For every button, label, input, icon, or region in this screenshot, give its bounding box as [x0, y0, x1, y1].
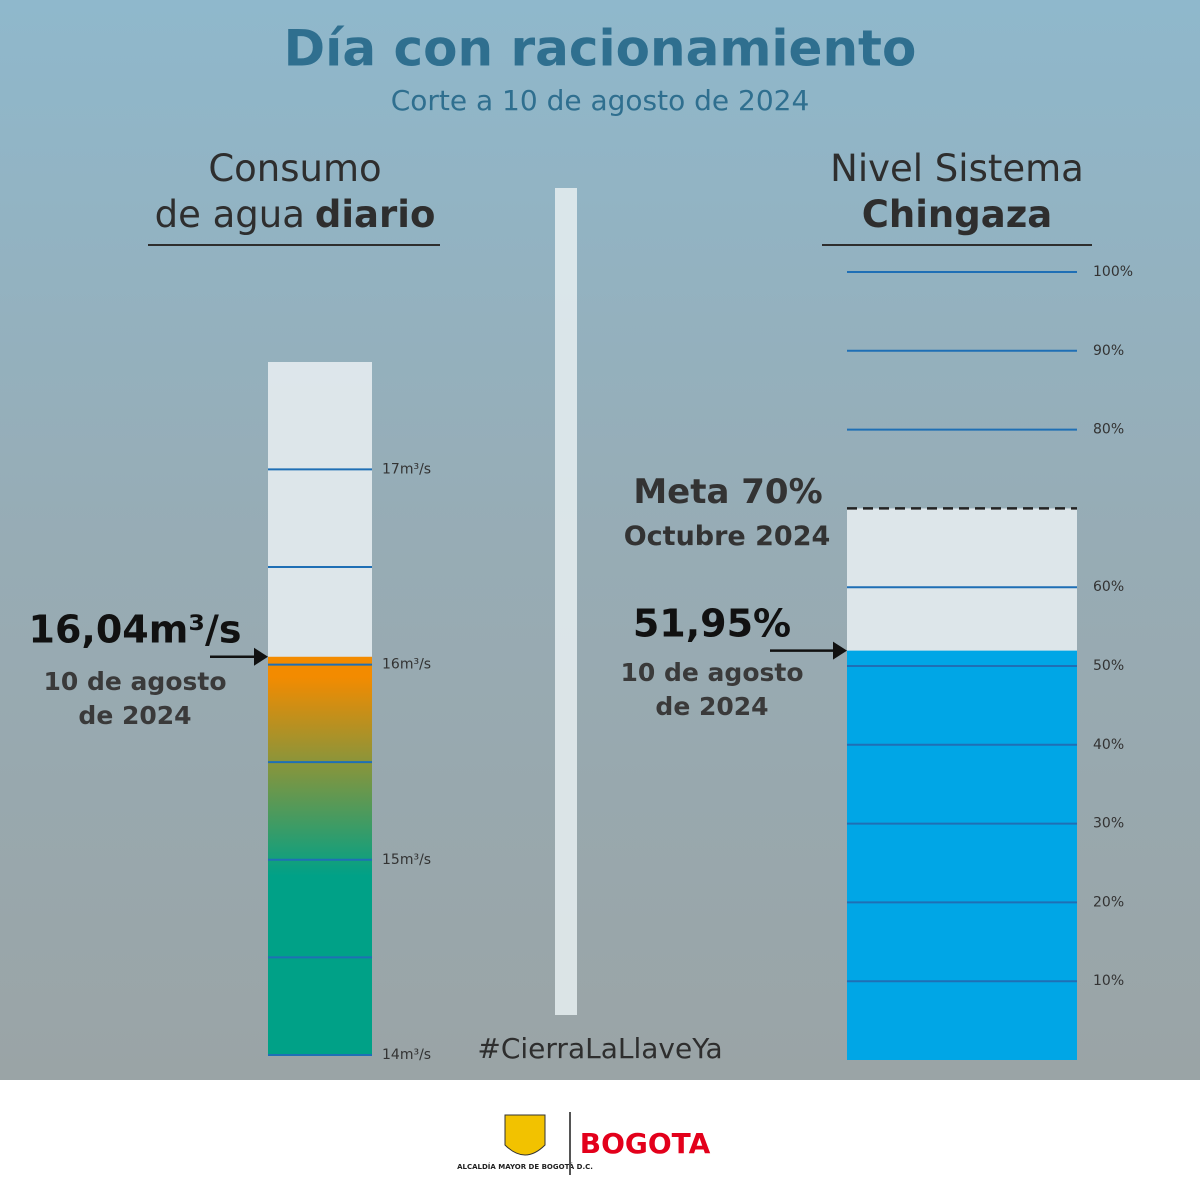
y-tick-label: 14m³/s [382, 1047, 431, 1063]
bar [268, 656, 372, 1055]
panel-title-part: de agua [155, 193, 305, 236]
y-tick-label: 40% [1093, 737, 1124, 753]
y-tick-label: 50% [1093, 658, 1124, 674]
panel-title-part: Chingaza [862, 193, 1052, 236]
y-tick-label: 20% [1093, 894, 1124, 910]
target-sublabel: Octubre 2024 [624, 521, 831, 552]
title: Día con racionamiento [284, 20, 917, 78]
y-tick-label: 16m³/s [382, 657, 431, 673]
annotation: 10 de agosto de 2024 [620, 658, 804, 721]
annotation: 10 de agosto de 2024 [43, 667, 227, 730]
brand: BOGOTA [580, 1127, 711, 1160]
panel-title-part: Nivel Sistema [830, 147, 1084, 190]
y-tick-label: 10% [1093, 973, 1124, 989]
y-tick-label: 80% [1093, 422, 1124, 438]
panel-title-part: diario [315, 193, 436, 236]
panel-title: Consumo de agua diario [155, 147, 436, 236]
y-tick-label: 17m³/s [382, 461, 431, 477]
panel-title: Nivel Sistema Chingaza [830, 147, 1084, 236]
value-label: 51,95% [633, 602, 791, 646]
y-tick-label: 100% [1093, 264, 1133, 280]
hashtag: #CierraLaLlaveYa [477, 1032, 722, 1065]
arrow-head [254, 647, 268, 666]
divider [555, 188, 577, 1015]
y-tick-label: 15m³/s [382, 852, 431, 868]
logo-text: ALCALDÍA MAYOR DE BOGOTÁ D.C. [457, 1162, 593, 1171]
bar [847, 650, 1077, 1060]
y-tick-label: 60% [1093, 579, 1124, 595]
footer-logo: ALCALDÍA MAYOR DE BOGOTÁ D.C. BOGOTA [457, 1112, 711, 1175]
value-label: 16,04m³/s [29, 608, 242, 652]
target-label: Meta 70% [633, 472, 822, 512]
arrow-head [833, 641, 847, 660]
subtitle: Corte a 10 de agosto de 2024 [391, 84, 810, 117]
y-tick-label: 90% [1093, 343, 1124, 359]
y-tick-label: 30% [1093, 816, 1124, 832]
shield-icon [504, 1114, 546, 1156]
panel-title-part: Consumo [208, 147, 381, 190]
footer-bg [0, 1080, 1200, 1200]
